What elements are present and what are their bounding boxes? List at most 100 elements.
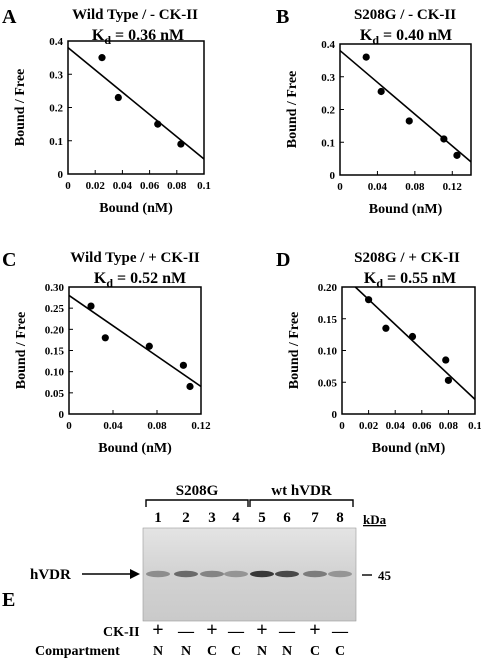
data-point — [365, 296, 373, 304]
x-tick-label: 0.04 — [113, 180, 133, 192]
compartment-value: C — [231, 644, 241, 659]
group-s208g: S208G — [145, 483, 249, 507]
y-tick-label: 0.3 — [321, 72, 335, 84]
plot-frame — [339, 43, 472, 176]
y-tick-label: 0.3 — [49, 69, 63, 81]
protein-band — [275, 570, 299, 578]
panel-c: C Wild Type / + CK-II Kd = 0.52 nM 0 0.04 0.0… — [2, 249, 211, 456]
chart-title: Wild Type / - CK-II — [72, 7, 198, 23]
x-tick-label: 0.1 — [468, 420, 481, 432]
data-point — [179, 361, 187, 369]
panel-d: D S208G / + CK-II Kd = 0.55 nM 0 0.02 0.04 0.0… — [276, 249, 481, 456]
x-tick-label: 0.02 — [86, 180, 106, 192]
kd-value: Kd = 0.40 nM — [360, 27, 452, 47]
plot-frame — [67, 40, 205, 175]
ck2-sign: — — [177, 623, 195, 640]
compartment-value: N — [181, 644, 191, 659]
data-point — [114, 93, 122, 102]
protein-band — [200, 570, 224, 578]
lane-number: 6 — [283, 510, 291, 526]
panel-letter: C — [2, 249, 16, 271]
panel-letter: D — [276, 249, 290, 271]
x-tick-label: 0.12 — [443, 181, 463, 193]
data-point — [408, 332, 417, 341]
bracket-line — [145, 499, 249, 507]
lane-number: 8 — [336, 510, 344, 526]
fit-line — [339, 49, 472, 163]
x-axis-label: Bound (nM) — [372, 441, 446, 456]
x-tick-label: 0.08 — [147, 420, 167, 432]
y-tick-label: 0 — [59, 409, 65, 421]
y-tick-label: 0.15 — [318, 314, 338, 326]
y-tick-label: 0.20 — [318, 282, 338, 294]
compartment-value: N — [282, 644, 292, 659]
x-tick-label: 0.04 — [103, 420, 123, 432]
y-tick-label: 0.05 — [45, 388, 65, 400]
y-tick-label: 0 — [58, 169, 64, 181]
data-point — [405, 117, 413, 125]
y-tick-label: 0.25 — [45, 303, 65, 315]
data-point — [377, 87, 385, 96]
group-label: S208G — [176, 483, 219, 499]
y-tick-label: 0.2 — [49, 103, 63, 115]
ck2-sign: — — [278, 623, 296, 640]
data-point — [362, 53, 370, 61]
y-axis-label: Bound / Free — [285, 71, 300, 149]
x-tick-label: 0 — [65, 180, 71, 192]
x-tick-label: 0 — [339, 420, 345, 432]
y-tick-label: 0.10 — [318, 346, 338, 358]
panel-letter: A — [2, 6, 17, 28]
x-axis-label: Bound (nM) — [99, 201, 173, 216]
x-tick-label: 0.04 — [368, 181, 388, 193]
fit-line — [67, 47, 205, 160]
plot-frame — [341, 286, 476, 415]
x-tick-label: 0.06 — [140, 180, 160, 192]
compartment-value: C — [207, 644, 217, 659]
x-tick-label: 0.06 — [412, 420, 432, 432]
x-tick-label: 0.04 — [386, 420, 406, 432]
lane-number: 2 — [182, 510, 190, 526]
x-axis-label: Bound (nM) — [369, 202, 443, 217]
binding-plots: A Wild Type / - CK-II Kd = 0.36 nM 0 0.02 0.0… — [2, 6, 481, 456]
y-axis-label: Bound / Free — [14, 312, 29, 390]
row-label-ck2: CK-II — [103, 625, 140, 640]
x-tick-label: 0.1 — [197, 180, 211, 192]
data-point — [453, 151, 461, 159]
panel-a: A Wild Type / - CK-II Kd = 0.36 nM 0 0.02 0.0… — [2, 6, 211, 216]
data-point — [186, 382, 194, 391]
kda-label: kDa — [363, 512, 387, 527]
ck2-sign: — — [227, 623, 245, 640]
x-tick-label: 0 — [337, 181, 343, 193]
group-wt-hvdr: wt hVDR — [249, 483, 354, 507]
protein-band — [224, 570, 248, 578]
data-point — [382, 324, 390, 332]
band-label: hVDR — [30, 567, 71, 583]
data-point — [177, 140, 185, 148]
ck2-sign: — — [331, 623, 349, 640]
data-point — [87, 302, 95, 310]
kd-value: Kd = 0.52 nM — [94, 270, 186, 290]
y-tick-label: 0.05 — [318, 377, 338, 389]
x-tick-label: 0.08 — [405, 181, 425, 193]
kd-value: Kd = 0.36 nM — [92, 27, 184, 47]
x-tick-label: 0.08 — [167, 180, 187, 192]
lane-number: 4 — [232, 510, 240, 526]
data-point — [154, 120, 162, 128]
arrow-icon — [130, 569, 140, 579]
row-label-compartment: Compartment — [35, 644, 120, 659]
group-label: wt hVDR — [271, 483, 332, 499]
lane-number: 1 — [154, 510, 162, 526]
data-point — [442, 356, 450, 364]
lane-number: 7 — [311, 510, 319, 526]
protein-band — [174, 570, 198, 578]
chart-title: S208G / - CK-II — [354, 7, 456, 23]
compartment-value: N — [153, 644, 163, 659]
kd-value: Kd = 0.55 nM — [364, 270, 456, 290]
y-tick-label: 0 — [332, 409, 338, 421]
x-tick-label: 0.12 — [191, 420, 211, 432]
y-tick-label: 0.1 — [321, 137, 335, 149]
y-tick-label: 0 — [330, 170, 336, 182]
data-point — [98, 54, 106, 62]
lane-number: 3 — [208, 510, 216, 526]
x-tick-label: 0 — [66, 420, 72, 432]
